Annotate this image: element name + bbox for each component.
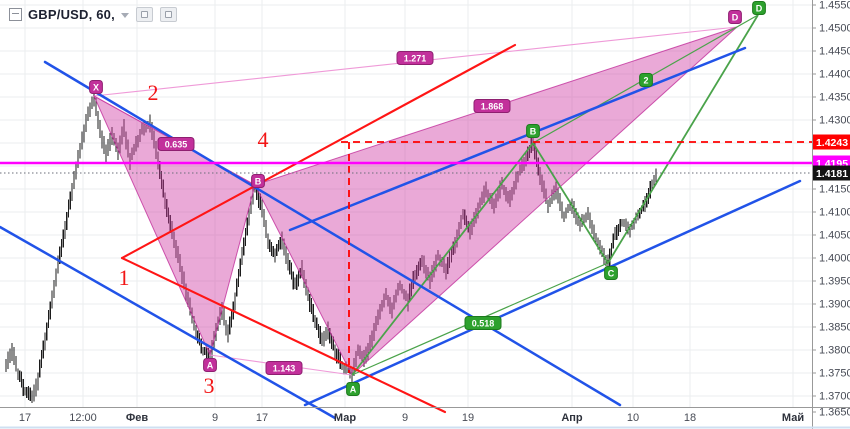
pattern-point-label-text: C — [608, 268, 615, 278]
blue-trend-line[interactable] — [303, 179, 802, 407]
price-badge-text: 1.4181 — [816, 168, 848, 180]
chevron-down-icon[interactable] — [120, 13, 129, 18]
wave-number-label: 1 — [119, 265, 130, 290]
time-tick-label: 18 — [684, 412, 696, 424]
pattern-ratio-label-text: 1.271 — [404, 53, 427, 63]
square-icon — [164, 11, 172, 18]
price-tick-label: 1.4400 — [819, 69, 850, 81]
price-tick-label: 1.4350 — [819, 92, 850, 104]
wave-number-label: 2 — [148, 80, 159, 105]
pattern-point-label-text: B — [530, 126, 537, 136]
price-tick-label: 1.4000 — [819, 253, 850, 265]
abcd-pattern-line[interactable] — [607, 14, 759, 264]
price-tick-label: 1.3850 — [819, 322, 850, 334]
pattern-point-label-text: A — [350, 384, 357, 394]
pattern-ratio-label-text: 1.868 — [481, 101, 504, 111]
legend-button-1[interactable] — [135, 7, 153, 22]
pattern-point-label[interactable] — [604, 266, 618, 280]
time-tick-label: 9 — [212, 412, 218, 424]
pattern-ratio-label[interactable] — [157, 137, 195, 151]
price-badge — [813, 165, 850, 181]
price-axis[interactable] — [812, 0, 850, 407]
time-tick-label: 17 — [256, 412, 268, 424]
time-tick-label: 10 — [627, 412, 639, 424]
pattern-point-label-text: A — [207, 360, 214, 370]
time-tick-label: Фев — [126, 412, 149, 424]
price-tick-label: 1.3800 — [819, 345, 850, 357]
pattern-point-label[interactable] — [203, 358, 217, 372]
red-trend-line[interactable] — [120, 256, 447, 414]
price-tick-label: 1.4300 — [819, 115, 850, 127]
pattern-point-label-text: D — [756, 3, 763, 13]
price-badge-text: 1.4243 — [816, 137, 848, 149]
pattern-ratio-label[interactable] — [639, 73, 653, 87]
symbol-title[interactable]: GBP/USD, 60, — [28, 7, 115, 22]
price-tick-label: 1.4150 — [819, 184, 850, 196]
pattern-point-label-text: D — [732, 12, 739, 22]
time-axis[interactable] — [0, 407, 850, 429]
blue-trend-line[interactable] — [43, 60, 622, 407]
pattern-ratio-label-text: 2 — [643, 75, 648, 85]
time-tick-label: 17 — [19, 412, 31, 424]
price-tick-label: 1.3950 — [819, 276, 850, 288]
blue-trend-line[interactable] — [0, 225, 337, 420]
pattern-point-label-text: X — [93, 82, 99, 92]
pattern-point-label[interactable] — [346, 382, 360, 396]
time-tick-label: 19 — [462, 412, 474, 424]
pattern-ratio-label-text: 1.143 — [273, 363, 296, 373]
time-tick-label: Мар — [334, 412, 356, 424]
pattern-point-label-text: B — [255, 176, 262, 186]
price-tick-label: 1.3900 — [819, 299, 850, 311]
price-badge — [813, 134, 850, 150]
pattern-point-label[interactable] — [251, 174, 265, 188]
chart-legend: GBP/USD, 60, — [9, 7, 177, 22]
abcd-pattern-line[interactable] — [351, 142, 534, 376]
price-tick-label: 1.4100 — [819, 207, 850, 219]
wave-number-label: 3 — [204, 373, 215, 398]
pattern-point-label[interactable] — [526, 124, 540, 138]
pattern-ratio-label[interactable] — [265, 361, 303, 375]
red-trend-line[interactable] — [120, 43, 517, 260]
pattern-point-label[interactable] — [752, 1, 766, 15]
square-icon — [140, 11, 148, 18]
price-tick-label: 1.3700 — [819, 391, 850, 403]
pattern-ratio-label[interactable] — [396, 51, 434, 65]
pattern-point-label[interactable] — [728, 10, 742, 24]
price-tick-label: 1.4450 — [819, 46, 850, 58]
collapse-pane-icon[interactable] — [9, 8, 22, 21]
time-tick-label: Май — [782, 412, 804, 424]
time-tick-label: Апр — [561, 412, 583, 424]
pattern-ratio-label[interactable] — [473, 99, 511, 113]
blue-trend-line[interactable] — [288, 46, 747, 232]
pattern-ratio-label-text: 0.635 — [165, 139, 188, 149]
pattern-ratio-label[interactable] — [464, 316, 502, 330]
time-tick-label: 12:00 — [69, 412, 97, 424]
legend-button-2[interactable] — [159, 7, 177, 22]
price-tick-label: 1.3650 — [819, 407, 850, 419]
price-tick-label: 1.3750 — [819, 368, 850, 380]
price-tick-label: 1.4550 — [819, 0, 850, 12]
price-tick-label: 1.4050 — [819, 230, 850, 242]
xabcd-pattern-shape[interactable] — [92, 94, 256, 357]
price-tick-label: 1.4500 — [819, 23, 850, 35]
wave-number-label: 4 — [258, 127, 269, 152]
pattern-ratio-label-text: 0.518 — [472, 318, 495, 328]
time-tick-label: 9 — [402, 412, 408, 424]
pattern-point-label[interactable] — [89, 80, 103, 94]
